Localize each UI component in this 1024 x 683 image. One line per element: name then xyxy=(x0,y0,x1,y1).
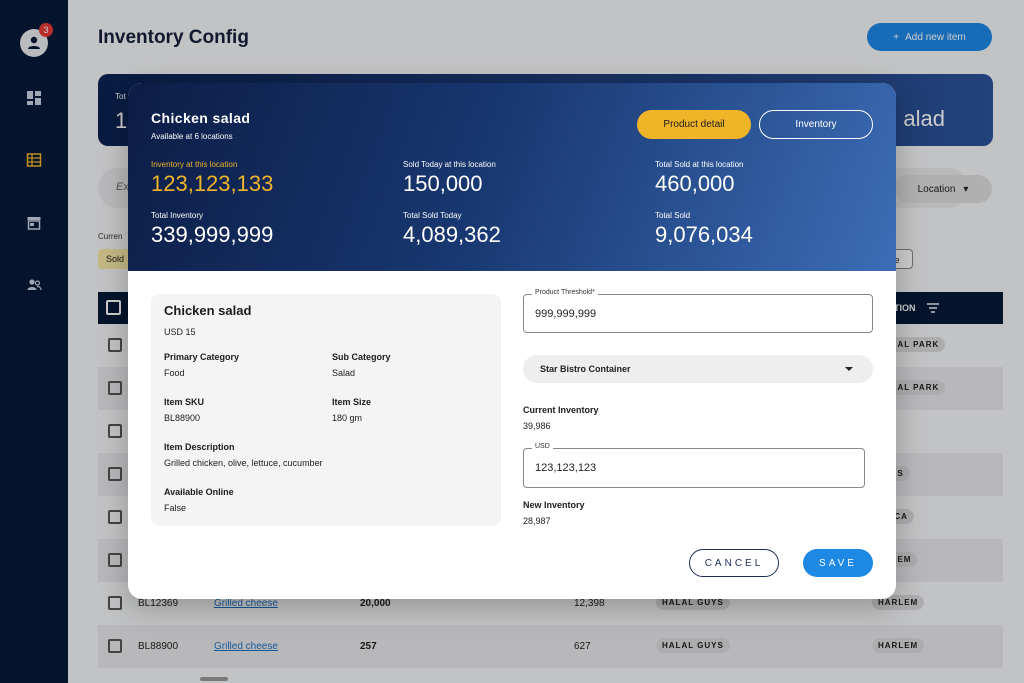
stat-value: 150,000 xyxy=(403,171,483,196)
search-placeholder: Ex xyxy=(116,181,129,193)
stat-label: Total Sold at this location xyxy=(655,160,744,169)
row-checkbox[interactable] xyxy=(108,639,122,653)
stat-label: Inventory at this location xyxy=(151,160,238,169)
row-checkbox[interactable] xyxy=(108,338,122,352)
stat-inventory-location: Inventory at this location 123,123,133 xyxy=(151,160,273,197)
usd-field[interactable]: USD 123,123,123 xyxy=(523,443,865,488)
row-checkbox[interactable] xyxy=(108,467,122,481)
page-title: Inventory Config xyxy=(98,27,249,48)
sku-value: BL88900 xyxy=(164,413,201,423)
quantity-cell: 257 xyxy=(360,641,377,652)
online-value: False xyxy=(164,503,187,513)
horizontal-scrollbar[interactable] xyxy=(200,677,228,681)
location-column-header: TION xyxy=(894,303,916,313)
card-price: USD 15 xyxy=(164,327,196,337)
row-checkbox[interactable] xyxy=(108,424,122,438)
users-icon[interactable] xyxy=(26,277,42,293)
table-row[interactable]: BL88900 Grilled cheese 257 627 HALAL GUY… xyxy=(98,625,1003,668)
stat-total-sold-location: Total Sold at this location 460,000 xyxy=(655,160,744,197)
usd-value: 123,123,123 xyxy=(535,462,597,474)
caret-down-icon: ▾ xyxy=(963,183,969,195)
stat-label: Sold Today at this location xyxy=(403,160,496,169)
add-button-label: Add new item xyxy=(905,31,966,43)
select-all-checkbox[interactable] xyxy=(106,300,121,315)
sku-label: Item SKU xyxy=(164,397,205,407)
size-value: 180 gm xyxy=(332,413,363,423)
online-label: Available Online xyxy=(164,487,234,497)
modal-subtitle: Available at 6 locations xyxy=(151,132,233,141)
stat-label: Total Sold xyxy=(655,211,691,220)
sidebar: 3 xyxy=(0,0,68,683)
cancel-button[interactable]: CANCEL xyxy=(689,549,779,577)
save-button[interactable]: SAVE xyxy=(803,549,873,577)
item-name-link[interactable]: Grilled cheese xyxy=(214,598,278,609)
stat-total-sold: Total Sold 9,076,034 xyxy=(655,211,753,248)
add-new-item-button[interactable]: + Add new item xyxy=(867,23,992,51)
stat-label: Total Sold Today xyxy=(403,211,462,220)
current-inventory-value: 39,986 xyxy=(523,421,551,431)
caret-down-icon xyxy=(845,367,853,371)
stat-total-inventory: Total Inventory 339,999,999 xyxy=(151,211,273,248)
sold-cell: 627 xyxy=(574,641,591,652)
table-icon[interactable] xyxy=(26,152,42,168)
location-chip: HARLEM xyxy=(872,638,925,653)
banner-product: alad xyxy=(903,106,945,131)
stat-value: 339,999,999 xyxy=(151,222,274,247)
row-checkbox[interactable] xyxy=(108,553,122,567)
item-name-link[interactable]: Grilled cheese xyxy=(214,641,278,652)
new-inventory-value: 28,987 xyxy=(523,516,551,526)
product-detail-button[interactable]: Product detail xyxy=(637,110,751,139)
stat-total-sold-today: Total Sold Today 4,089,362 xyxy=(403,211,501,248)
sku-cell: BL12369 xyxy=(138,598,179,609)
current-label: Curren xyxy=(98,232,123,241)
stat-value: 4,089,362 xyxy=(403,222,501,247)
current-inventory-label: Current Inventory xyxy=(523,405,599,415)
stat-value: 9,076,034 xyxy=(655,222,753,247)
inventory-button[interactable]: Inventory xyxy=(759,110,873,139)
container-select-value: Star Bistro Container xyxy=(540,364,631,374)
quantity-cell: 20,000 xyxy=(360,598,391,609)
sold-cell: 12,398 xyxy=(574,598,605,609)
stat-value: 123,123,133 xyxy=(151,171,274,196)
threshold-value: 999,999,999 xyxy=(535,308,597,320)
location-dropdown[interactable]: Location ▾ xyxy=(894,175,992,203)
description-label: Item Description xyxy=(164,442,235,452)
sub-category-value: Salad xyxy=(332,368,356,378)
filter-icon[interactable] xyxy=(926,301,940,315)
threshold-field[interactable]: Product Threshold* 999,999,999 xyxy=(523,289,873,333)
size-label: Item Size xyxy=(332,397,372,407)
user-icon xyxy=(28,36,40,49)
location-chip: HARLEM xyxy=(872,595,925,610)
threshold-label: Product Threshold* xyxy=(532,289,598,296)
new-inventory-label: New Inventory xyxy=(523,500,585,510)
row-checkbox[interactable] xyxy=(108,596,122,610)
product-info-card: Chicken salad USD 15 Primary Category Fo… xyxy=(151,294,501,526)
product-modal: Chicken salad Available at 6 locations P… xyxy=(128,83,896,599)
stat-sold-today-location: Sold Today at this location 150,000 xyxy=(403,160,496,197)
sku-cell: BL88900 xyxy=(138,641,179,652)
card-title: Chicken salad xyxy=(164,303,252,318)
dashboard-icon[interactable] xyxy=(26,90,42,106)
primary-category-label: Primary Category xyxy=(164,352,240,362)
row-checkbox[interactable] xyxy=(108,510,122,524)
notification-badge: 3 xyxy=(39,23,53,37)
stat-value: 460,000 xyxy=(655,171,735,196)
usd-label: USD xyxy=(532,443,553,450)
location-label: Location xyxy=(917,183,956,195)
primary-category-value: Food xyxy=(164,368,185,378)
banner-label: Tot xyxy=(115,92,126,101)
modal-title: Chicken salad xyxy=(151,110,251,126)
container-select[interactable]: Star Bistro Container xyxy=(523,355,873,383)
row-checkbox[interactable] xyxy=(108,381,122,395)
sub-category-label: Sub Category xyxy=(332,352,391,362)
store-icon[interactable] xyxy=(26,215,42,231)
modal-header: Chicken salad Available at 6 locations P… xyxy=(128,83,896,271)
vendor-chip: HALAL GUYS xyxy=(656,638,730,653)
stat-label: Total Inventory xyxy=(151,211,204,220)
description-value: Grilled chicken, olive, lettuce, cucumbe… xyxy=(164,458,323,468)
plus-icon: + xyxy=(893,31,900,43)
